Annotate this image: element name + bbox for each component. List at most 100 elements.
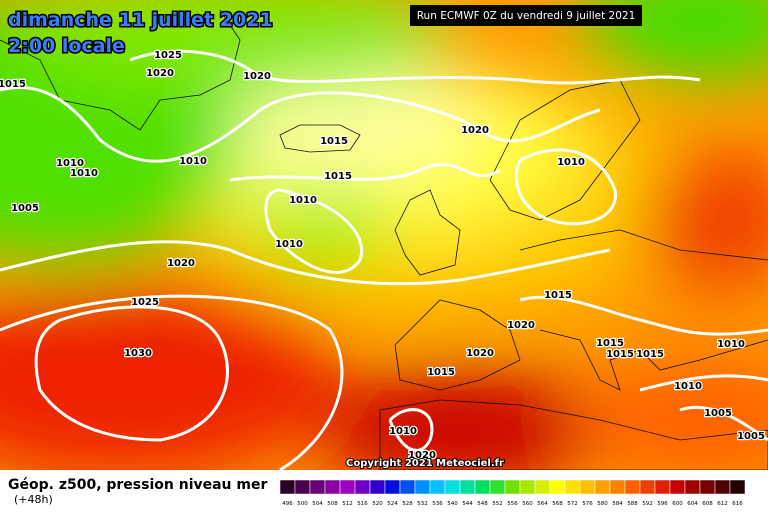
isobar-label: 1005	[737, 431, 765, 442]
legend-label: 540	[447, 501, 458, 507]
map-title: dimanche 11 juillet 2021	[8, 9, 273, 31]
isobar-label: 1015	[606, 349, 634, 360]
isobar-label: 1010	[56, 158, 84, 169]
legend-swatch	[474, 479, 491, 495]
legend-label: 508	[327, 501, 338, 507]
legend-swatch	[564, 479, 581, 495]
legend-swatch	[444, 479, 461, 495]
legend-label: 512	[342, 501, 353, 507]
legend-label: 588	[627, 501, 638, 507]
legend-swatch	[324, 479, 341, 495]
legend-swatch	[354, 479, 371, 495]
legend-label: 532	[417, 501, 428, 507]
legend-label: 544	[462, 501, 473, 507]
isobar-label: 1015	[0, 79, 26, 90]
legend-label: 576	[582, 501, 593, 507]
legend-label: 600	[672, 501, 683, 507]
run-info: Run ECMWF 0Z du vendredi 9 juillet 2021	[417, 10, 636, 22]
legend-swatch	[579, 479, 596, 495]
legend-swatch	[309, 479, 326, 495]
isobar-label: 1010	[557, 157, 585, 168]
legend-swatch	[279, 479, 296, 495]
legend-swatch	[459, 479, 476, 495]
footer-title: Géop. z500, pression niveau mer	[8, 477, 267, 493]
legend-label: 568	[552, 501, 563, 507]
isobar-label: 1010	[717, 339, 745, 350]
legend-label: 604	[687, 501, 698, 507]
isobar-label: 1010	[70, 168, 98, 179]
legend-label: 504	[312, 501, 323, 507]
legend-swatch	[609, 479, 626, 495]
legend-label: 580	[597, 501, 608, 507]
legend-swatch	[399, 479, 416, 495]
legend-swatch	[624, 479, 641, 495]
coastlines	[0, 9, 768, 471]
run-box	[410, 5, 642, 26]
legend-label: 536	[432, 501, 443, 507]
isobar-label: 1020	[146, 68, 174, 79]
legend-label: 552	[492, 501, 503, 507]
legend-swatch	[504, 479, 521, 495]
legend-label: 584	[612, 501, 623, 507]
legend-label: 524	[387, 501, 398, 507]
legend-swatch	[369, 479, 386, 495]
legend-swatch	[489, 479, 506, 495]
legend-label: 548	[477, 501, 488, 507]
legend-label: 528	[402, 501, 413, 507]
legend-swatch	[294, 479, 311, 495]
isobar-label: 1010	[275, 239, 303, 250]
legend-label: 612	[717, 501, 728, 507]
isobar-label: 1015	[427, 367, 455, 378]
isobar-label: 1015	[636, 349, 664, 360]
legend-swatch	[714, 479, 731, 495]
legend-swatch	[684, 479, 701, 495]
legend-label: 560	[522, 501, 533, 507]
isobar-label: 1020	[243, 71, 271, 82]
legend-label: 564	[537, 501, 548, 507]
legend-label: 596	[657, 501, 668, 507]
isobar-labels: 1025 1020 1015 1020 1020 1015 1010 1010 …	[0, 49, 766, 463]
isobar-label: 1010	[289, 195, 317, 206]
isobar-label: 1025	[131, 297, 159, 308]
legend-swatch	[534, 479, 551, 495]
legend-swatch	[339, 479, 356, 495]
legend-label: 556	[507, 501, 518, 507]
isobars	[0, 49, 768, 472]
legend-swatch	[594, 479, 611, 495]
color-legend: 496 500 504 508 512 516 520 524 528 532 536 540 544 5…	[279, 479, 746, 507]
footer-lead: (+48h)	[14, 493, 53, 506]
legend-label: 572	[567, 501, 578, 507]
isobar-label: 1010	[674, 381, 702, 392]
legend-label: 520	[372, 501, 383, 507]
legend-label: 592	[642, 501, 653, 507]
legend-label: 608	[702, 501, 713, 507]
isobar-label: 1015	[320, 136, 348, 147]
copyright: Copyright 2021 Meteociel.fr	[346, 458, 504, 469]
legend-label: 516	[357, 501, 368, 507]
legend-swatch	[669, 479, 686, 495]
isobar-label: 1020	[167, 258, 195, 269]
isobar-label: 1020	[461, 125, 489, 136]
legend-swatch	[654, 479, 671, 495]
legend-label: 496	[282, 501, 293, 507]
legend-swatch	[519, 479, 536, 495]
isobar-label: 1020	[507, 320, 535, 331]
isobar-label: 1020	[408, 450, 436, 461]
isobar-label: 1020	[466, 348, 494, 359]
legend-swatch	[414, 479, 431, 495]
legend-swatch	[429, 479, 446, 495]
isobar-label: 1005	[11, 203, 39, 214]
isobar-label: 1030	[124, 348, 152, 359]
isobar-label: 1005	[704, 408, 732, 419]
legend-swatch	[549, 479, 566, 495]
isobar-label: 1010	[389, 426, 417, 437]
isobar-label: 1025	[154, 50, 182, 61]
isobar-label: 1015	[324, 171, 352, 182]
legend-swatch	[639, 479, 656, 495]
legend-swatch	[699, 479, 716, 495]
legend-swatch	[384, 479, 401, 495]
isobar-label: 1010	[179, 156, 207, 167]
legend-label: 616	[732, 501, 743, 507]
